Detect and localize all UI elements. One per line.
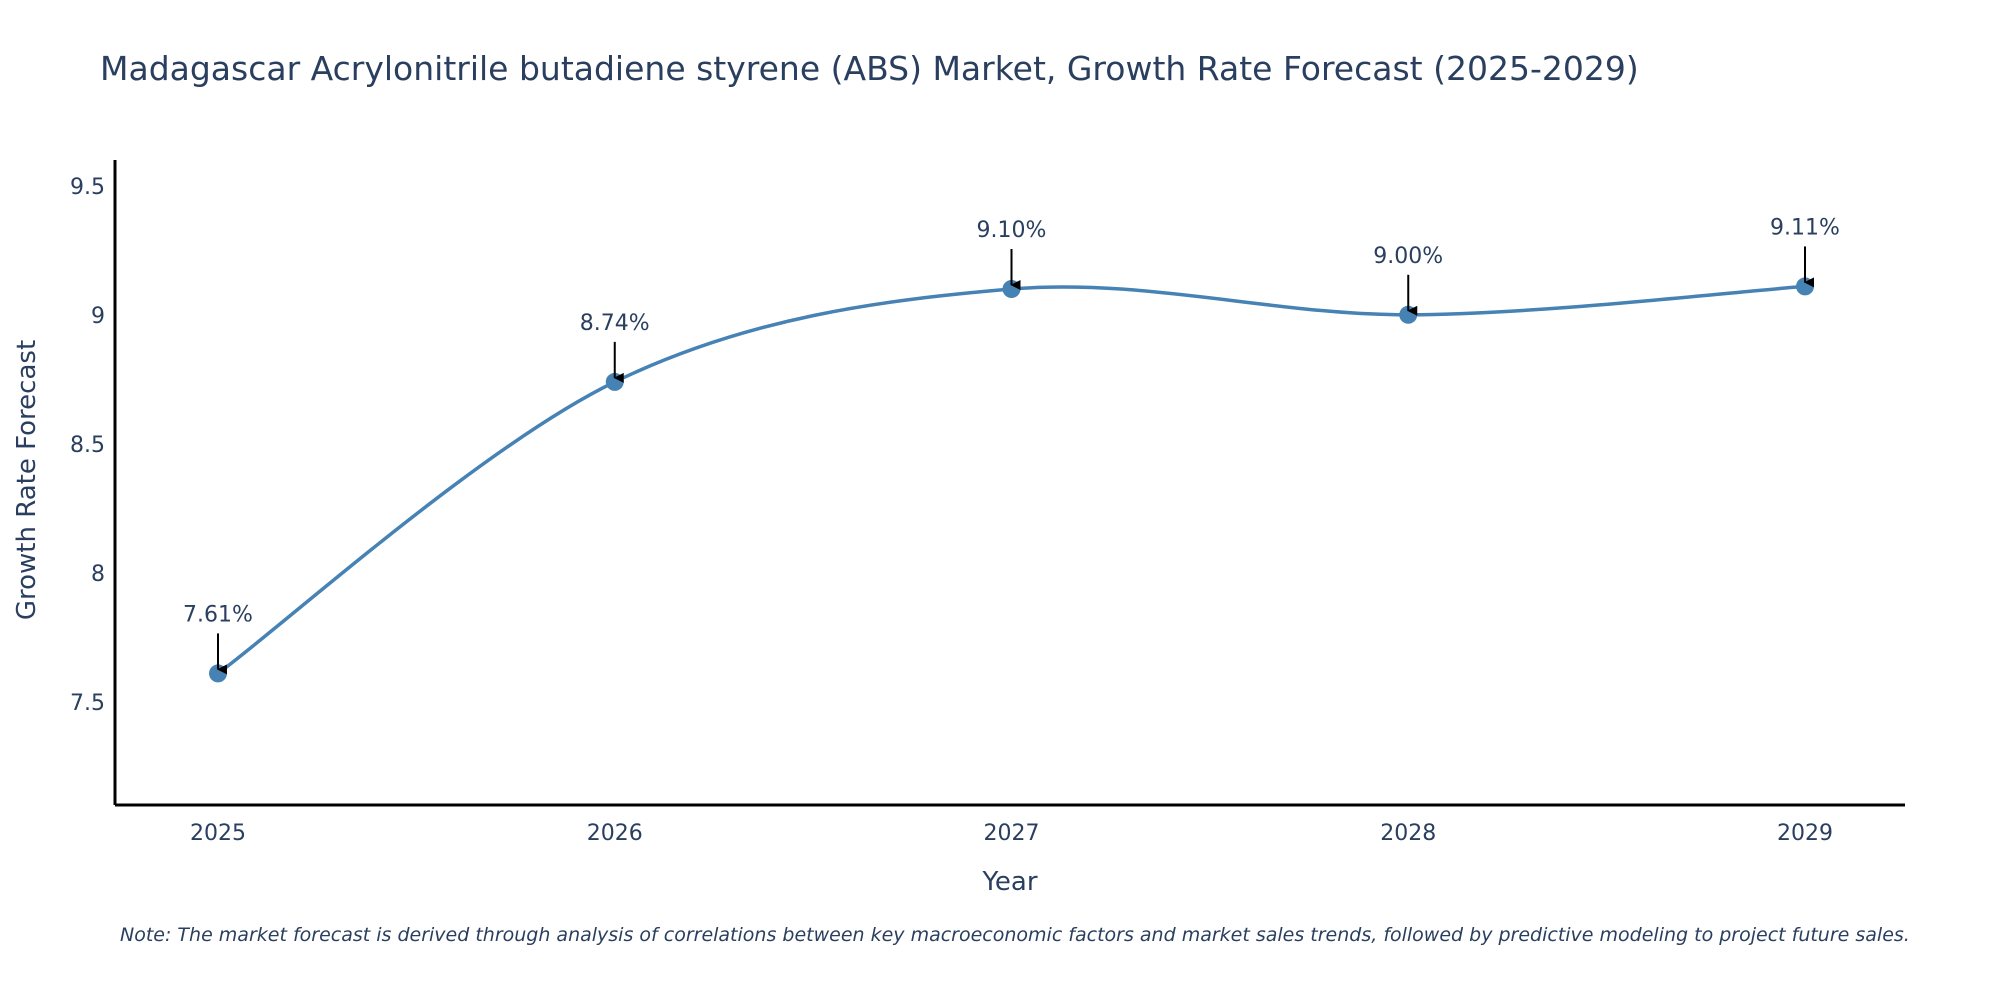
data-label: 8.74% [580,311,650,336]
data-label: 9.00% [1373,244,1443,269]
y-tick-label: 8 [91,562,105,587]
y-axis-title: Growth Rate Forecast [12,340,42,620]
y-axis-ticks: 7.5 8 8.5 9 9.5 [70,175,105,716]
chart-title: Madagascar Acrylonitrile butadiene styre… [100,49,1639,88]
x-axis-title: Year [981,867,1037,897]
data-label: 9.10% [977,218,1047,243]
data-markers [209,277,1814,683]
x-tick-label: 2028 [1380,821,1436,846]
data-annotations: 7.61% 8.74% 9.10% 9.00% 9.11% [183,215,1840,675]
x-tick-label: 2026 [587,821,643,846]
x-tick-label: 2025 [190,821,246,846]
y-tick-label: 8.5 [70,433,105,458]
x-tick-label: 2029 [1777,821,1833,846]
y-tick-label: 9.5 [70,175,105,200]
x-axis-ticks: 2025 2026 2027 2028 2029 [190,821,1833,846]
x-tick-label: 2027 [984,821,1040,846]
data-label: 7.61% [183,602,253,627]
data-label: 9.11% [1770,215,1840,240]
forecast-note: Note: The market forecast is derived thr… [120,924,1910,946]
series-line [216,284,1806,675]
y-tick-label: 7.5 [70,691,105,716]
y-tick-label: 9 [91,304,105,329]
